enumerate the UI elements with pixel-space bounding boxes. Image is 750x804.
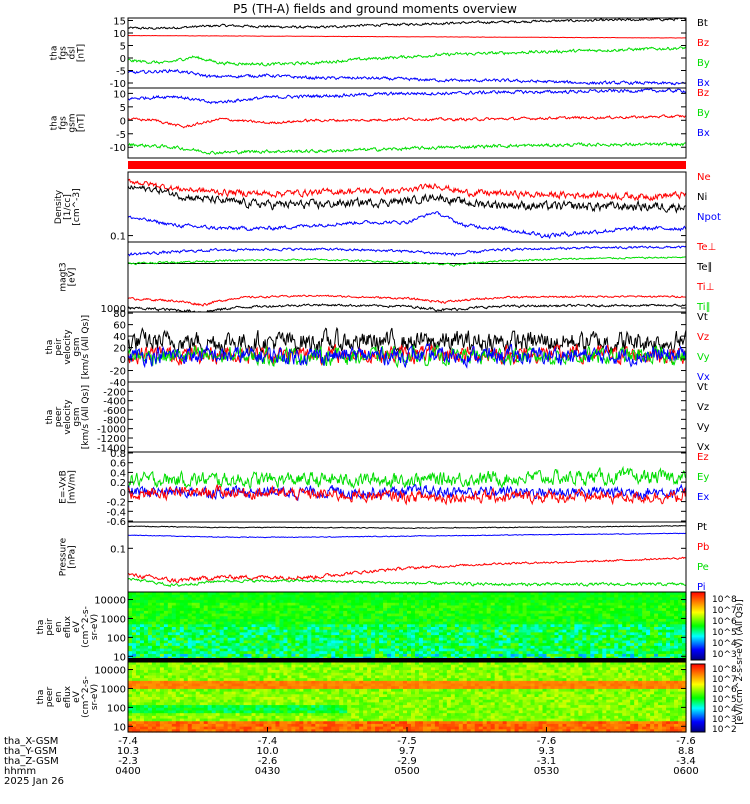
y-tick-label: 0.1 [110,544,126,555]
y-tick-label: 40 [113,332,126,343]
legend-entry: By [697,108,710,119]
y-tick-label: 10 [113,89,126,100]
y-tick-label: 0 [120,54,126,65]
series-line-fgs_gsm-1 [128,115,686,128]
series-line-temp-2 [128,295,686,306]
legend-entry: Te⊥ [696,242,716,253]
legend-entry: Vt [697,382,708,393]
y-tick-label: -0.6 [106,517,126,528]
legend-entry: Vt [697,312,708,323]
legend-entry: Te∥ [696,262,713,273]
legend-entry: Pt [697,522,707,533]
legend-entry: Bx [697,128,710,139]
y-tick-label: -5 [116,130,126,141]
series-line-fgs_dsl-0 [128,18,686,29]
legend-entry: Vz [697,332,709,343]
panel-peir_vel [128,312,686,382]
series-line-fgs_dsl-3 [128,70,686,85]
legend-entry: Pe [697,562,709,573]
y-tick-label: 0.1 [110,232,126,243]
series-line-pressure-0 [128,526,686,529]
panel-density [128,172,686,242]
series-line-efield-2 [128,485,686,505]
legend-entry: Bz [697,88,709,99]
y-tick-label: 1000 [101,614,126,625]
y-axis-title-line: [nT] [77,44,87,62]
panel-temp [128,242,686,312]
panel-frame [128,382,686,452]
panel-frame [128,18,686,88]
y-axis-title-line: [cm^-3] [72,188,82,225]
panel-fgs_dsl [128,18,686,88]
y-tick-label: 10000 [94,596,126,607]
y-tick-label: -10 [110,79,126,90]
panel-peir_spec [128,592,687,663]
series-line-fgs_dsl-1 [128,36,686,39]
y-tick-label: 0 [120,116,126,127]
y-axis-title-line: [nT] [77,114,87,132]
y-tick-label: 80 [113,309,126,320]
y-axis-title-line: [eV] [68,268,78,287]
y-axis-title-line: [km/s (All Qs)] [81,385,91,449]
legend-entry: Bt [697,18,708,29]
legend-entry: Npot [697,212,721,223]
y-tick-label: 10 [113,29,126,40]
legend-entry: Ey [697,472,709,483]
y-axis-title-line: [nPa] [68,545,78,568]
series-line-fgs_gsm-0 [128,89,686,104]
panel-pressure [128,522,686,592]
y-tick-label: 5 [120,42,126,53]
legend-entry: Ex [697,492,709,503]
y-tick-label: 5 [120,103,126,114]
legend-entry: Ne [697,172,711,183]
panel-frame [128,242,686,312]
series-line-temp-0 [128,246,686,256]
series-line-temp-4 [128,304,686,312]
y-tick-label: 100 [107,633,126,644]
legend-entry: Pi [697,582,706,593]
y-tick-label: 10 [113,652,126,663]
y-tick-label: 60 [113,321,126,332]
panel-frame [128,172,686,242]
series-line-temp-3 [128,257,686,266]
panel-efield [128,452,686,522]
plot-title: P5 (TH-A) fields and ground moments over… [0,2,750,16]
y-tick-label: -10 [110,143,126,154]
panel-fgs_gsm [128,88,686,158]
legend-entry: Vy [697,422,710,433]
series-line-efield-0 [128,468,686,489]
series-line-pressure-1 [128,533,686,537]
series-line-density-2 [128,212,686,238]
legend-entry: Pb [697,542,709,553]
panel-peer_vel [128,382,686,452]
panel-peer_spec [128,662,687,733]
panel-frame [128,452,686,522]
y-axis-title-line: [km/s (All Qs)] [81,315,91,379]
y-tick-label: 0 [120,355,126,366]
legend-entry: Vy [697,352,710,363]
series-line-fgs_dsl-2 [128,47,686,66]
legend-entry: Vz [697,402,709,413]
separator-band [128,161,686,169]
y-tick-label: 20 [113,344,126,355]
y-tick-label: -20 [110,367,126,378]
legend-entry: Bz [697,38,709,49]
legend-entry: By [697,58,710,69]
series-line-fgs_gsm-2 [128,143,686,155]
y-axis-title-line: sr-eV) [90,614,100,640]
legend-entry: Ni [697,192,707,203]
y-axis-title-line: [mV/m] [68,470,78,504]
y-tick-label: -5 [116,67,126,78]
legend-entry: Ti⊥ [696,282,714,293]
series-line-pressure-2 [128,557,686,582]
spectrogram-dropout [128,658,686,662]
y-tick-label: 15 [113,17,126,28]
legend-entry: Ez [697,452,709,463]
